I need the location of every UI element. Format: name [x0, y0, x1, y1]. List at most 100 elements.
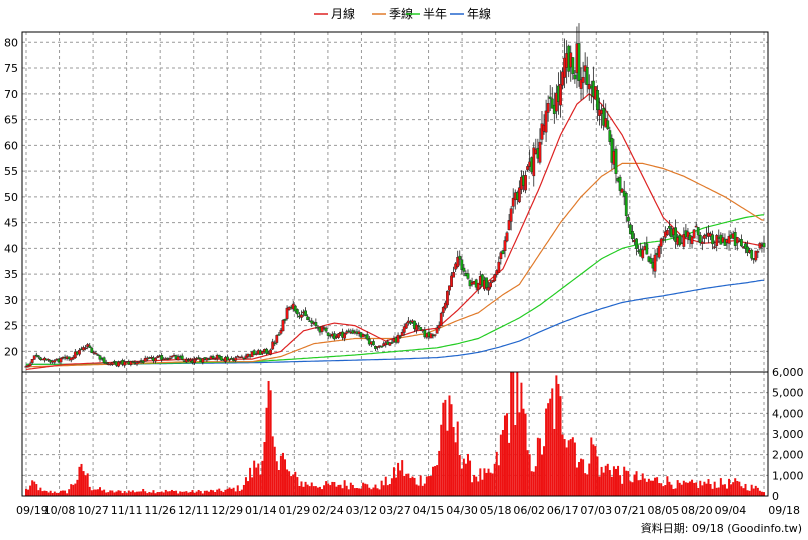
volume-bar — [596, 456, 599, 496]
volume-bar — [713, 481, 716, 496]
volume-bar — [744, 483, 747, 496]
volume-bar — [197, 489, 200, 496]
volume-bar — [489, 472, 492, 496]
date-tick-label: 10/08 — [44, 504, 76, 517]
volume-bar — [267, 380, 270, 496]
volume-bar — [427, 476, 430, 496]
volume-bar — [64, 490, 67, 496]
volume-bar — [298, 486, 301, 496]
candle-body-up — [285, 307, 289, 319]
volume-bar — [302, 486, 305, 496]
candle-body-up — [376, 346, 379, 348]
volume-bar — [676, 480, 679, 496]
volume-bar — [705, 483, 708, 496]
candle-body-down — [252, 350, 256, 355]
candle-body-down — [277, 334, 281, 336]
volume-bar — [497, 465, 500, 496]
candle-body-up — [143, 357, 147, 362]
volume-bar — [39, 487, 42, 496]
candle-body-up — [756, 251, 760, 253]
volume-bar — [247, 481, 250, 496]
volume-bar — [672, 488, 675, 496]
volume-bar — [557, 383, 560, 496]
volume-bar — [136, 491, 139, 496]
volume-bar — [94, 489, 97, 496]
candle-body-down — [744, 243, 747, 249]
volume-bar — [758, 490, 761, 496]
volume-bar — [53, 491, 56, 496]
candle-body-down — [88, 345, 92, 348]
candle-body-up — [439, 312, 443, 327]
candle-body-up — [554, 92, 558, 112]
candle-body-down — [141, 360, 145, 363]
volume-tick-label: 1,000 — [772, 469, 804, 482]
volume-bar — [711, 488, 714, 496]
volume-bar — [388, 483, 391, 496]
volume-bar — [598, 476, 601, 496]
candle-body-up — [154, 358, 157, 362]
volume-bar — [271, 436, 274, 496]
volume-bar — [425, 476, 428, 496]
candle-body-down — [160, 355, 164, 361]
volume-bar — [129, 491, 132, 496]
volume-bar — [619, 475, 622, 496]
volume-bar — [508, 442, 511, 496]
candle-body-down — [674, 227, 678, 242]
candle-body-down — [460, 259, 464, 270]
candle-body-down — [631, 230, 634, 240]
date-tick-label: 10/27 — [77, 504, 109, 517]
candle-body-up — [561, 71, 564, 86]
volume-bar — [240, 489, 243, 496]
volume-bar — [395, 477, 398, 496]
candle-body-down — [310, 320, 314, 324]
volume-bar — [660, 483, 663, 496]
volume-bar — [205, 490, 208, 496]
volume-bar — [577, 462, 580, 496]
volume-bar — [563, 439, 566, 496]
volume-bar — [610, 476, 613, 496]
volume-bar — [401, 460, 404, 496]
volume-bar — [732, 482, 735, 496]
candle-body-up — [441, 307, 445, 313]
candle-body-down — [36, 355, 40, 358]
volume-tick-label: 2,000 — [772, 449, 804, 462]
candle-body-down — [104, 361, 108, 364]
candle-body-up — [507, 220, 511, 231]
date-tick-label: 09/04 — [715, 504, 747, 517]
volume-bar — [249, 467, 252, 496]
candle-body-down — [226, 356, 229, 361]
volume-bar — [742, 488, 745, 496]
volume-bar — [684, 482, 687, 496]
volume-bar — [399, 470, 402, 496]
volume-bar — [333, 482, 336, 496]
volume-bar — [308, 486, 311, 496]
date-tick-label: 12/11 — [178, 504, 210, 517]
legend-item-yearly: 年線 — [450, 6, 491, 21]
volume-bar — [639, 479, 642, 496]
volume-bar — [590, 437, 593, 496]
date-tick-label: 08/20 — [681, 504, 713, 517]
volume-bar — [185, 491, 188, 496]
volume-bar — [195, 491, 198, 496]
candle-body-up — [443, 302, 447, 309]
volume-bar — [150, 492, 153, 496]
volume-bar — [571, 437, 574, 496]
date-tick-label: 05/18 — [480, 504, 512, 517]
candle-body-up — [544, 110, 548, 133]
volume-bar — [59, 490, 62, 496]
volume-bar — [131, 490, 134, 496]
volume-bar — [146, 493, 149, 496]
candle-body-up — [73, 351, 77, 359]
candle-body-down — [96, 354, 100, 356]
date-tick-label: 07/21 — [614, 504, 646, 517]
candle-body-up — [690, 236, 694, 245]
volume-bar — [127, 490, 130, 496]
volume-bar — [228, 487, 231, 496]
candle-body-up — [499, 252, 503, 260]
volume-bar — [80, 463, 83, 496]
volume-bar — [545, 408, 548, 496]
candle-body-up — [123, 361, 127, 366]
volume-bar — [179, 491, 182, 496]
volume-bar — [29, 485, 32, 496]
volume-bar — [738, 481, 741, 496]
